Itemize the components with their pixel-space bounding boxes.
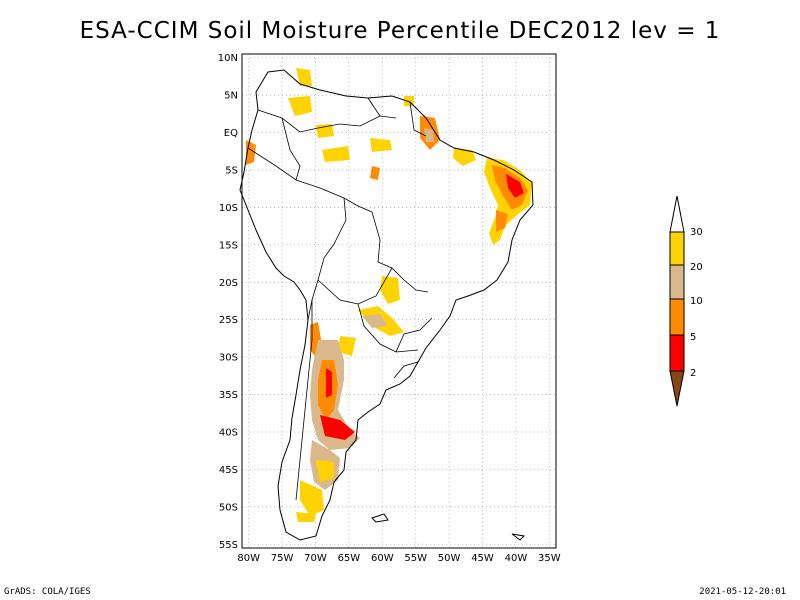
lat-label: 35S xyxy=(219,390,238,401)
lon-label: 60W xyxy=(371,553,394,564)
lon-label: 75W xyxy=(271,553,294,564)
lon-label: 70W xyxy=(304,553,327,564)
lat-label: 10N xyxy=(218,53,238,64)
colorbar: 30 20 10 5 2 xyxy=(669,195,703,407)
lon-label: 40W xyxy=(505,553,528,564)
colorbar-box-5-10 xyxy=(669,298,685,336)
map-frame xyxy=(241,53,557,549)
lat-label: 10S xyxy=(219,203,238,214)
colorbar-box-20-30 xyxy=(669,231,685,266)
map-gridlines xyxy=(242,54,556,548)
lat-label: 5N xyxy=(224,91,238,102)
lat-label: 45S xyxy=(219,465,238,476)
lat-label: 20S xyxy=(219,278,238,289)
colorbar-label: 20 xyxy=(690,262,703,273)
lat-label: 15S xyxy=(219,240,238,251)
colorbar-bottom-triangle xyxy=(669,370,685,407)
lon-label: 80W xyxy=(237,553,260,564)
colorbar-box-2-5 xyxy=(669,334,685,372)
moisture-patches xyxy=(246,68,532,522)
lon-label: 50W xyxy=(438,553,461,564)
colorbar-box-10-20 xyxy=(669,264,685,300)
colorbar-label: 2 xyxy=(690,368,696,379)
lat-label: EQ xyxy=(224,128,238,139)
lat-label: 30S xyxy=(219,353,238,364)
lat-label: 5S xyxy=(225,166,238,177)
map-title: ESA-CCIM Soil Moisture Percentile DEC201… xyxy=(79,18,721,44)
lat-label: 50S xyxy=(219,502,238,513)
longitude-labels: 80W 75W 70W 65W 60W 55W 50W 45W 40W 35W xyxy=(237,553,560,564)
colorbar-label: 5 xyxy=(690,332,696,343)
lon-label: 65W xyxy=(338,553,361,564)
lat-label: 25S xyxy=(219,315,238,326)
footer-credit: GrADS: COLA/IGES xyxy=(4,587,91,597)
colorbar-label: 30 xyxy=(690,227,703,238)
country-borders xyxy=(247,97,433,501)
latitude-labels: 10N 5N EQ 5S 10S 15S 20S 25S 30S 35S 40S 45S 50S 55S xyxy=(218,53,238,551)
colorbar-top-triangle xyxy=(669,195,685,233)
footer-timestamp: 2021-05-12-20:01 xyxy=(699,587,786,597)
lon-label: 35W xyxy=(538,553,561,564)
lon-label: 45W xyxy=(471,553,494,564)
coastline xyxy=(239,69,534,541)
lat-label: 55S xyxy=(219,540,238,551)
lat-label: 40S xyxy=(219,427,238,438)
colorbar-label: 10 xyxy=(690,296,703,307)
lon-label: 55W xyxy=(404,553,427,564)
